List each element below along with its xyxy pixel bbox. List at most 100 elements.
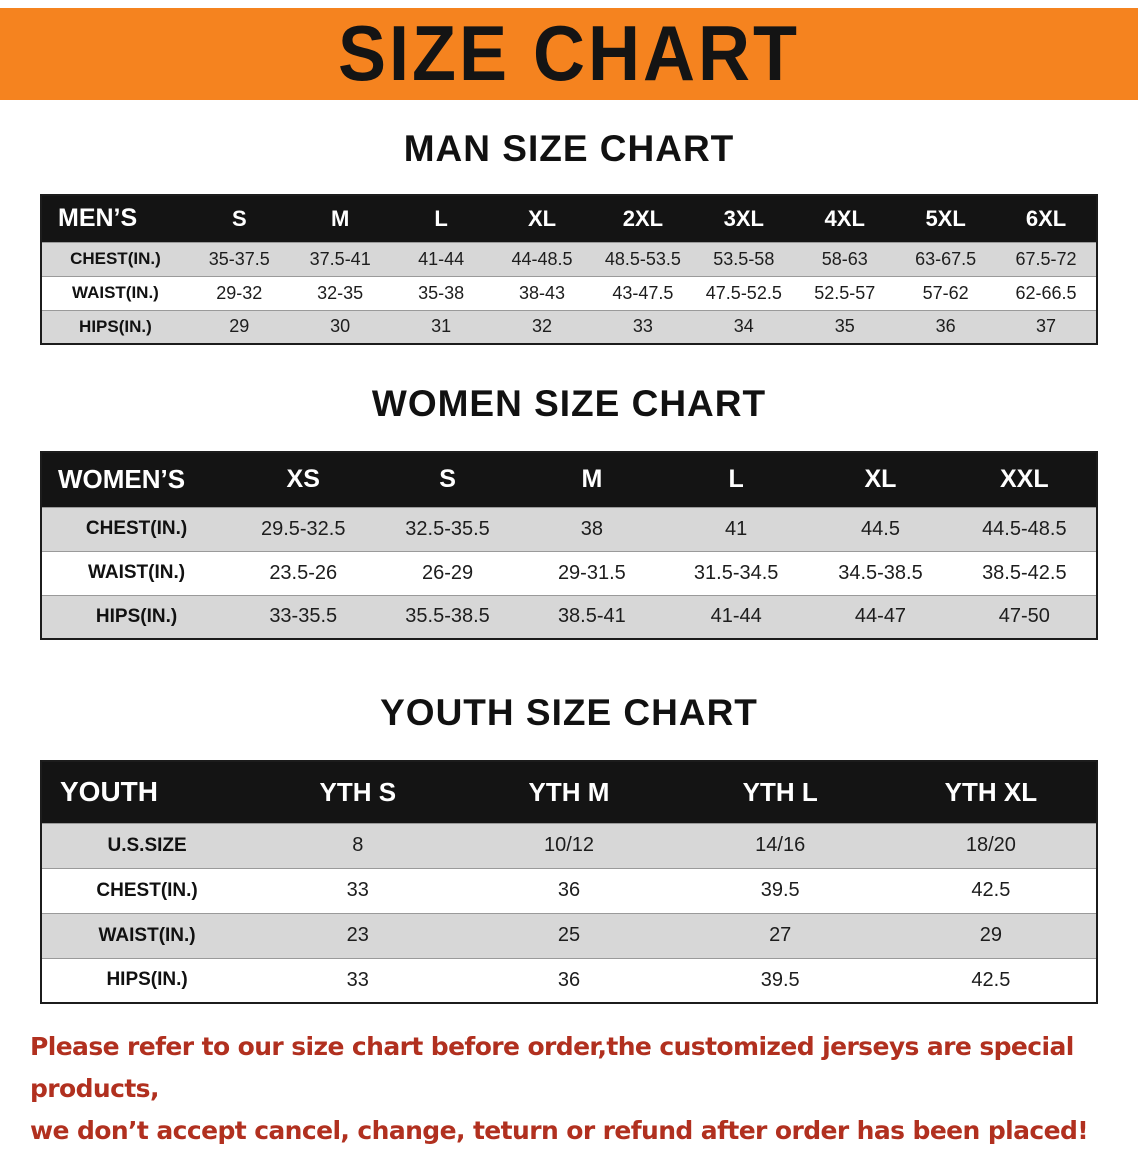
size-value: 32: [531, 316, 553, 337]
table-row: CHEST(IN.) 35-37.5 37.5-41 41-44 44-48.5 48.5…: [41, 242, 1097, 276]
size-value: 44-47: [854, 605, 907, 628]
row-label: HIPS(IN.): [106, 969, 188, 991]
size-value: 38.5-42.5: [982, 561, 1067, 584]
size-value: 29-32: [216, 282, 263, 303]
size-value: 32.5-35.5: [405, 517, 490, 540]
size-column-header: 3XL: [693, 195, 795, 242]
size-value: 48.5-53.5: [604, 248, 681, 269]
size-value: 39.5: [760, 968, 800, 991]
size-value: 35.5-38.5: [405, 605, 490, 628]
size-column-header: YTH M: [463, 761, 675, 823]
size-column-header: 2XL: [592, 195, 694, 242]
size-value: 14/16: [755, 834, 806, 856]
footnote-line-1: Please refer to our size chart before or…: [30, 1032, 1074, 1103]
size-value: 42.5: [971, 879, 1011, 901]
row-label: HIPS(IN.): [79, 316, 152, 336]
size-value: 23: [346, 924, 369, 946]
men-size-section: MAN SIZE CHART MEN’S S M L XL 2XL 3XL 4XL 5XL 6XL…: [0, 128, 1138, 345]
size-column-header: L: [664, 452, 809, 507]
size-value: 33: [346, 879, 369, 901]
row-label: WAIST(IN.): [98, 924, 196, 946]
size-value: 32-35: [317, 282, 364, 303]
size-column-header: S: [188, 195, 290, 242]
table-row: U.S.SIZE 8 10/12 14/16 18/20: [41, 823, 1097, 868]
size-value: 35: [834, 316, 855, 337]
row-label: WAIST(IN.): [87, 562, 186, 583]
table-row: CHEST(IN.) 33 36 39.5 42.5: [41, 868, 1097, 913]
size-value: 38: [580, 517, 603, 540]
row-label: U.S.SIZE: [107, 834, 187, 856]
size-value: 35-38: [418, 282, 465, 303]
table-row: WAIST(IN.) 29-32 32-35 35-38 38-43 43-47.5 47.…: [41, 276, 1097, 310]
row-label-header: YOUTH: [41, 761, 253, 823]
size-value: 44.5: [861, 517, 900, 540]
row-label: CHEST(IN.): [85, 518, 188, 539]
page-title: SIZE CHART: [338, 10, 800, 98]
size-value: 34.5-38.5: [838, 561, 923, 584]
size-value: 58-63: [821, 248, 868, 269]
size-value: 62-66.5: [1015, 282, 1077, 303]
size-column-header: XS: [231, 452, 376, 507]
size-column-header: YTH XL: [885, 761, 1097, 823]
size-column-header: M: [519, 452, 665, 507]
size-column-header: 6XL: [996, 195, 1097, 242]
size-value: 27: [769, 924, 792, 946]
size-value: 31.5-34.5: [693, 561, 779, 584]
table-header-row: MEN’S S M L XL 2XL 3XL 4XL 5XL 6XL: [41, 195, 1097, 242]
size-value: 53.5-58: [713, 248, 775, 269]
size-column-header: XL: [808, 452, 953, 507]
footnote-line-2: we don’t accept cancel, change, teturn o…: [30, 1116, 1089, 1145]
size-value: 36: [935, 316, 956, 337]
size-value: 63-67.5: [915, 248, 977, 269]
size-value: 25: [557, 924, 581, 946]
row-label: HIPS(IN.): [95, 605, 178, 627]
table-header-row: YOUTH YTH S YTH M YTH L YTH XL: [41, 761, 1097, 823]
size-value: 31: [431, 316, 452, 337]
row-label: CHEST(IN.): [96, 879, 198, 901]
size-value: 18/20: [965, 834, 1016, 856]
size-value: 42.5: [971, 968, 1011, 991]
size-value: 47.5-52.5: [705, 282, 782, 303]
size-value: 39.5: [760, 879, 800, 901]
women-size-section: WOMEN SIZE CHART WOMEN’S XS S M L XL XXL CHEST(…: [0, 383, 1138, 640]
size-value: 33-35.5: [269, 605, 338, 628]
size-value: 43-47.5: [612, 282, 674, 303]
size-column-header: XL: [491, 195, 593, 242]
table-header-row: WOMEN’S XS S M L XL XXL: [41, 452, 1097, 507]
size-value: 35-37.5: [208, 248, 270, 269]
size-value: 29.5-32.5: [260, 517, 346, 540]
men-size-table: MEN’S S M L XL 2XL 3XL 4XL 5XL 6XL CHEST(IN.) 35-37…: [40, 194, 1098, 345]
table-row: HIPS(IN.) 33-35.5 35.5-38.5 38.5-41 41-44 44-…: [41, 595, 1097, 639]
size-value: 47-50: [998, 605, 1050, 628]
size-column-header: S: [375, 452, 520, 507]
table-row: CHEST(IN.) 29.5-32.5 32.5-35.5 38 41 44.5 44.5…: [41, 507, 1097, 551]
size-value: 33: [346, 968, 369, 991]
size-column-header: 5XL: [895, 195, 997, 242]
row-label-header: MEN’S: [41, 195, 189, 242]
size-column-header: YTH S: [252, 761, 464, 823]
size-value: 44-48.5: [511, 248, 573, 269]
size-value: 8: [352, 834, 364, 856]
size-value: 38-43: [518, 282, 566, 303]
banner: SIZE CHART: [0, 8, 1138, 100]
size-value: 37: [1036, 316, 1057, 337]
size-value: 23.5-26: [269, 561, 338, 584]
size-column-header: XXL: [952, 452, 1097, 507]
size-value: 26-29: [421, 561, 474, 584]
size-column-header: M: [289, 195, 391, 242]
size-column-header: 4XL: [794, 195, 896, 242]
size-value: 10/12: [543, 834, 595, 856]
size-value: 38.5-41: [557, 605, 626, 628]
women-size-table: WOMEN’S XS S M L XL XXL CHEST(IN.) 29.5-32.5 32.5…: [40, 451, 1098, 640]
size-value: 52.5-57: [814, 282, 876, 303]
size-value: 57-62: [922, 282, 969, 303]
row-label: WAIST(IN.): [71, 283, 159, 302]
men-section-heading: MAN SIZE CHART: [403, 128, 735, 169]
size-value: 33: [632, 316, 653, 337]
size-value: 29: [229, 316, 250, 337]
size-value: 36: [557, 968, 581, 991]
size-value: 67.5-72: [1015, 248, 1077, 269]
table-row: HIPS(IN.) 29 30 31 32 33 34 35 36 37: [41, 310, 1097, 344]
size-value: 37.5-41: [309, 248, 371, 269]
table-row: WAIST(IN.) 23.5-26 26-29 29-31.5 31.5-34.5 34…: [41, 551, 1097, 595]
